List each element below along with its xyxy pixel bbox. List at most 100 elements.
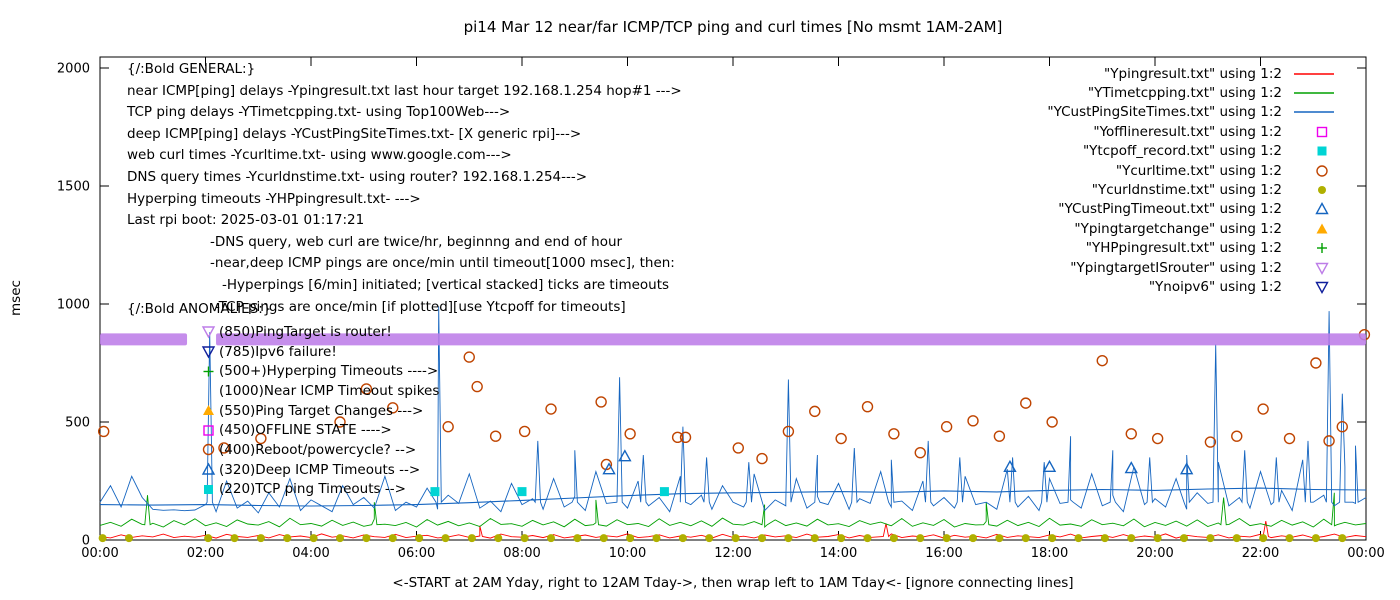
y-tick-label: 2000 <box>57 62 90 77</box>
anomaly-annotation-text: (500+)Hyperping Timeouts ----> <box>219 363 439 380</box>
anomalies-annotations: {/:Bold ANOMALIES:} (850)PingTarget is ro… <box>127 301 439 499</box>
anomaly-annotation-text: (450)OFFLINE STATE ----> <box>219 422 392 439</box>
legend-circle-open-icon <box>1316 164 1328 177</box>
legend-entry: "YpingtargetISrouter" using 1:2 <box>896 258 1336 277</box>
anomaly-annotation-line: (400)Reboot/powercycle? --> <box>201 440 439 460</box>
data-line <box>99 521 1367 539</box>
x-tick-label: 10:00 <box>609 546 646 561</box>
legend-circle-filled-icon <box>1318 186 1326 195</box>
anomaly-annotation-text: (550)Ping Target Changes ---> <box>219 402 424 419</box>
legend-entry: "Ynoipv6" using 1:2 <box>896 277 1336 296</box>
y-tick-label: 1500 <box>57 180 90 195</box>
y-tick-label: 500 <box>65 416 90 431</box>
anomalies-header: {/:Bold ANOMALIES:} <box>127 301 272 317</box>
general-annotation-line: -TCP pings are once/min [if plotted][use… <box>215 298 626 315</box>
general-annotation-line: Last rpi boot: 2025-03-01 01:17:21 <box>127 212 365 229</box>
legend-entry-label: "Ypingtargetchange" using 1:2 <box>1074 220 1282 237</box>
anomaly-annotation-text: (1000)Near ICMP Timeout spikes <box>219 382 440 399</box>
legend-entry-label: "YCustPingSiteTimes.txt" using 1:2 <box>1047 104 1282 121</box>
anomaly-annotation-line: (550)Ping Target Changes ---> <box>201 401 439 421</box>
general-annotation-line: -near,deep ICMP pings are once/min until… <box>210 255 675 272</box>
x-axis-label: <-START at 2AM Yday, right to 12AM Tday-… <box>392 575 1074 591</box>
anomaly-circle-open-icon <box>202 444 215 456</box>
x-tick-label: 00:00 <box>1347 546 1384 561</box>
marker-spacer <box>201 383 216 398</box>
y-axis-label: msec <box>8 280 24 316</box>
general-annotation-line: -Hyperpings [6/min] initiated; [vertical… <box>222 276 670 293</box>
legend-entry: "Ytcpoff_record.txt" using 1:2 <box>896 142 1336 161</box>
anomaly-annotation-text: (785)Ipv6 failure! <box>219 343 337 360</box>
pingtarget-router-band <box>216 333 1366 346</box>
anomaly-annotation-line: (1000)Near ICMP Timeout spikes <box>201 381 439 401</box>
anomaly-plus-icon <box>203 366 214 377</box>
legend-triangle-down-open-icon <box>1315 262 1329 275</box>
legend-entry-label: "YHPpingresult.txt" using 1:2 <box>1085 240 1282 257</box>
legend-entry-label: "Ynoipv6" using 1:2 <box>1148 278 1282 295</box>
x-tick-label: 14:00 <box>820 546 857 561</box>
x-tick-label: 04:00 <box>292 546 329 561</box>
anomaly-annotation-line: (500+)Hyperping Timeouts ----> <box>201 361 439 381</box>
legend-triangle-up-filled-icon <box>1316 223 1328 234</box>
anomaly-annotation-line: (850)PingTarget is router! <box>201 322 439 342</box>
pingtarget-router-band <box>100 333 188 346</box>
anomaly-annotation-line: (450)OFFLINE STATE ----> <box>201 420 439 440</box>
anomaly-annotation-text: (220)TCP ping Timeouts --> <box>219 481 406 498</box>
general-annotation-line: -DNS query, web curl are twice/hr, begin… <box>210 233 623 250</box>
anomaly-annotation-line: (785)Ipv6 failure! <box>201 342 439 362</box>
general-annotation-line: Hyperping timeouts -YHPpingresult.txt- -… <box>127 190 421 207</box>
anomaly-triangle-down-open-icon <box>201 326 216 339</box>
legend-entry-label: "Ycurldnstime.txt" using 1:2 <box>1091 182 1282 199</box>
anomaly-square-open-icon <box>203 425 214 436</box>
legend-entry: "Ycurltime.txt" using 1:2 <box>896 161 1336 180</box>
legend: "Ypingresult.txt" using 1:2 "YTimetcpping… <box>896 64 1336 297</box>
legend-square-open-icon <box>1316 126 1328 138</box>
legend-line-sample-icon <box>1294 72 1334 75</box>
legend-entry: "YHPpingresult.txt" using 1:2 <box>896 239 1336 258</box>
anomaly-triangle-up-open-icon <box>201 462 216 475</box>
legend-entry-label: "YTimetcpping.txt" using 1:2 <box>1087 85 1282 102</box>
x-tick-label: 02:00 <box>187 546 224 561</box>
legend-entry-label: "YCustPingTimeout.txt" using 1:2 <box>1058 201 1282 218</box>
legend-entry: "Ycurldnstime.txt" using 1:2 <box>896 180 1336 199</box>
anomaly-triangle-down-open-icon <box>201 346 216 359</box>
legend-triangle-down-open-icon <box>1315 281 1329 294</box>
legend-entry: "Ypingresult.txt" using 1:2 <box>896 64 1336 83</box>
x-tick-label: 18:00 <box>1031 546 1068 561</box>
legend-entry-label: "YpingtargetISrouter" using 1:2 <box>1070 259 1282 276</box>
legend-triangle-up-open-icon <box>1315 202 1329 215</box>
anomaly-annotation-line: (320)Deep ICMP Timeouts --> <box>201 460 439 480</box>
x-tick-label: 20:00 <box>1136 546 1173 561</box>
anomaly-annotation-text: (400)Reboot/powercycle? --> <box>219 441 417 458</box>
y-tick-label: 1000 <box>57 298 90 313</box>
anomaly-square-filled-icon <box>204 484 213 494</box>
legend-entry-label: "Ycurltime.txt" using 1:2 <box>1115 162 1282 179</box>
anomaly-triangle-up-filled-icon <box>203 405 214 416</box>
anomaly-annotation-line: (220)TCP ping Timeouts --> <box>201 480 439 500</box>
general-annotation-line: near ICMP[ping] delays -Ypingresult.txt … <box>127 82 682 99</box>
legend-entry: "Ypingtargetchange" using 1:2 <box>896 219 1336 238</box>
general-annotation-line: deep ICMP[ping] delays -YCustPingSiteTim… <box>127 125 582 142</box>
legend-entry-label: "Ytcpoff_record.txt" using 1:2 <box>1082 143 1282 160</box>
legend-line-sample-icon <box>1294 111 1334 114</box>
legend-entry-label: "Yofflineresult.txt" using 1:2 <box>1093 123 1282 140</box>
legend-square-filled-icon <box>1317 146 1327 156</box>
general-annotation-line: {/:Bold GENERAL:} <box>127 61 256 77</box>
anomaly-annotation-text: (320)Deep ICMP Timeouts --> <box>219 461 421 478</box>
chart-title: pi14 Mar 12 near/far ICMP/TCP ping and c… <box>463 18 1003 36</box>
y-tick-label: 0 <box>82 534 90 549</box>
x-tick-label: 12:00 <box>714 546 751 561</box>
x-tick-label: 08:00 <box>503 546 540 561</box>
legend-entry-label: "Ypingresult.txt" using 1:2 <box>1104 65 1282 82</box>
legend-entry: "YCustPingSiteTimes.txt" using 1:2 <box>896 103 1336 122</box>
legend-plus-icon <box>1317 243 1327 254</box>
general-annotation-line: DNS query times -Ycurldnstime.txt- using… <box>127 168 588 185</box>
data-line <box>99 492 1367 528</box>
x-tick-label: 22:00 <box>1242 546 1279 561</box>
anomaly-annotation-text: (850)PingTarget is router! <box>219 323 392 340</box>
x-tick-label: 00:00 <box>81 546 118 561</box>
general-annotation-line: web curl times -Ycurltime.txt- using www… <box>127 147 512 164</box>
legend-entry: "YTimetcpping.txt" using 1:2 <box>896 83 1336 102</box>
general-annotation-line: TCP ping delays -YTimetcpping.txt- using… <box>127 104 511 121</box>
